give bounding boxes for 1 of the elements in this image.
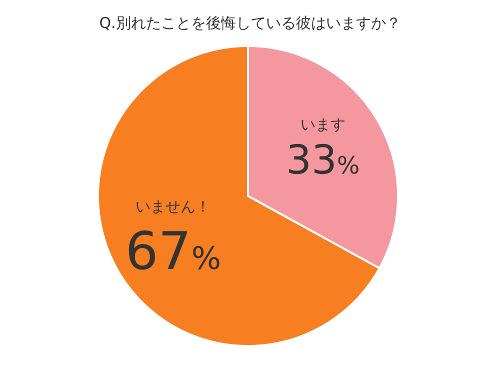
title: Q.別れたことを後悔している彼はいますか？ <box>99 14 401 32</box>
